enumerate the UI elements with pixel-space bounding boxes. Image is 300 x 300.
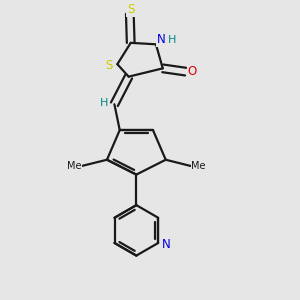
Text: O: O (188, 65, 197, 78)
Text: N: N (157, 33, 166, 46)
Text: S: S (127, 3, 134, 16)
Text: S: S (105, 59, 112, 72)
Text: N: N (162, 238, 171, 251)
Text: H: H (100, 98, 109, 108)
Text: Me: Me (191, 161, 206, 171)
Text: H: H (168, 34, 176, 45)
Text: Me: Me (67, 161, 81, 171)
